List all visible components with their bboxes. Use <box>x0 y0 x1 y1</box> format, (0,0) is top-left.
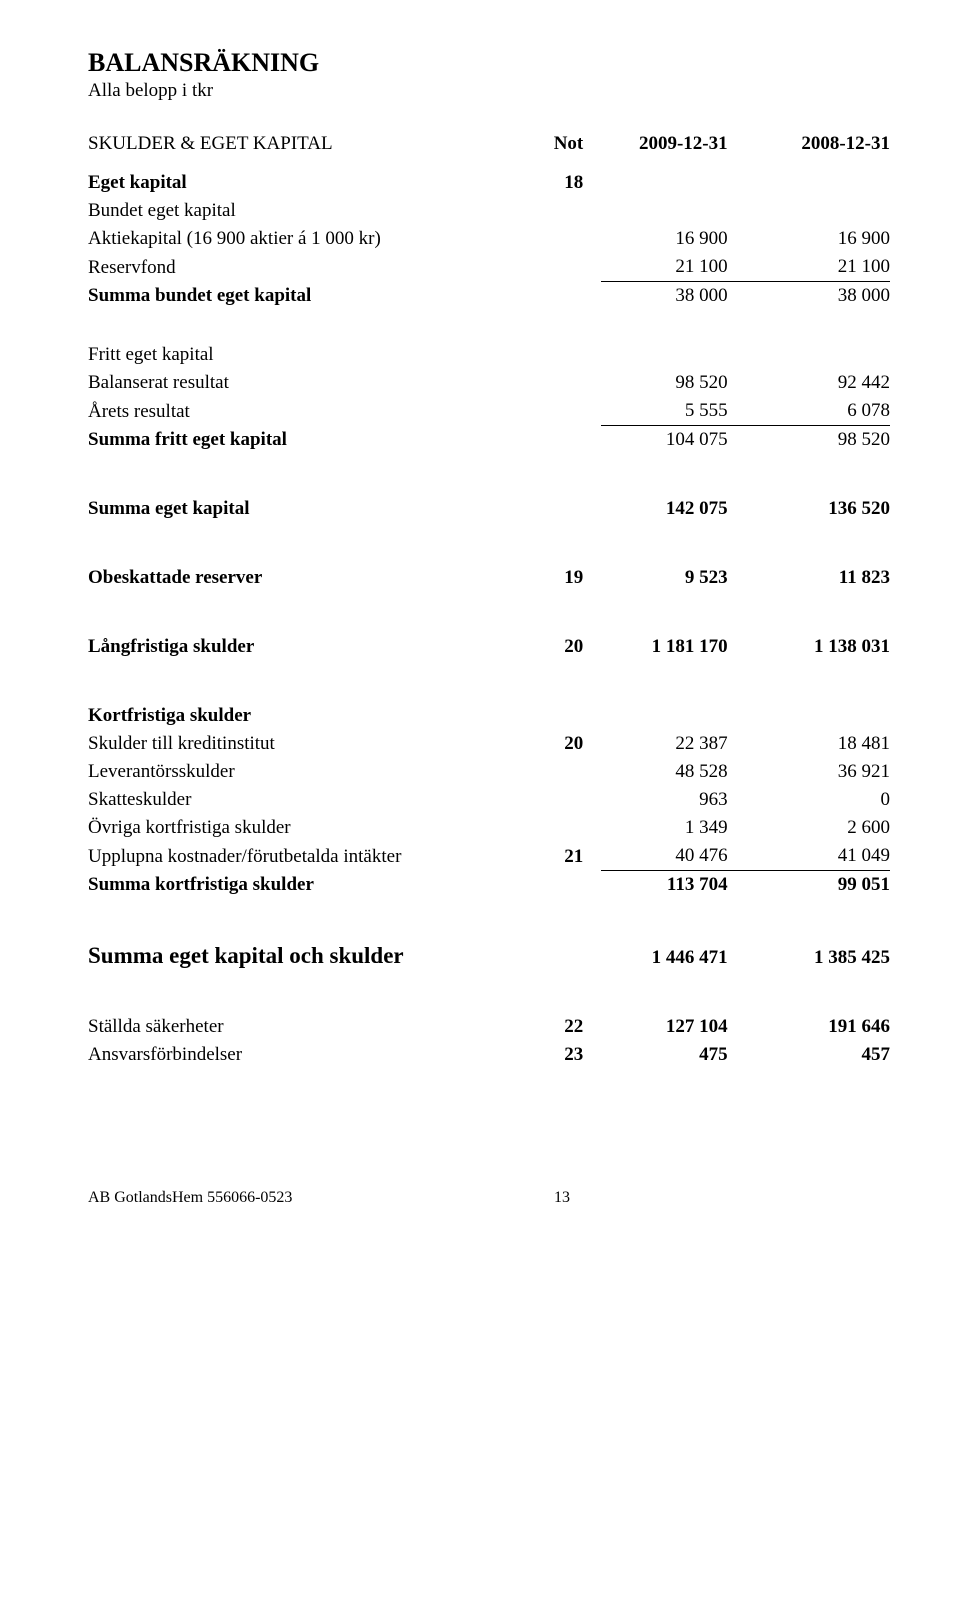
row-label: Aktiekapital (16 900 aktier á 1 000 kr) <box>88 225 521 253</box>
table-row: Summa bundet eget kapital 38 000 38 000 <box>88 282 890 311</box>
row-not: 23 <box>521 1041 601 1069</box>
table-row: Obeskattade reserver 19 9 523 11 823 <box>88 523 890 592</box>
row-label: Summa bundet eget kapital <box>88 282 521 311</box>
row-val-a: 1 349 <box>601 814 745 842</box>
row-not: 20 <box>521 592 601 661</box>
row-val-b: 6 078 <box>746 397 890 426</box>
row-val-b: 98 520 <box>746 426 890 455</box>
row-label: Övriga kortfristiga skulder <box>88 814 521 842</box>
row-label: Summa eget kapital <box>88 454 521 523</box>
table-row: Upplupna kostnader/förutbetalda intäkter… <box>88 842 890 871</box>
row-label: Summa kortfristiga skulder <box>88 871 521 900</box>
table-row: Övriga kortfristiga skulder 1 349 2 600 <box>88 814 890 842</box>
row-label: Summa eget kapital och skulder <box>88 899 521 972</box>
row-val-b: 99 051 <box>746 871 890 900</box>
row-val-a: 22 387 <box>601 730 745 758</box>
row-val-a: 48 528 <box>601 758 745 786</box>
header-col-2: 2008-12-31 <box>746 130 890 158</box>
table-row: Balanserat resultat 98 520 92 442 <box>88 369 890 397</box>
row-label: Fritt eget kapital <box>88 310 521 369</box>
row-val-b: 36 921 <box>746 758 890 786</box>
row-label: Eget kapital <box>88 158 521 197</box>
balance-table: SKULDER & EGET KAPITAL Not 2009-12-31 20… <box>88 130 890 1069</box>
row-label: Obeskattade reserver <box>88 523 521 592</box>
row-label: Bundet eget kapital <box>88 197 521 225</box>
table-header-row: SKULDER & EGET KAPITAL Not 2009-12-31 20… <box>88 130 890 158</box>
row-label: Ställda säkerheter <box>88 972 521 1041</box>
row-label: Summa fritt eget kapital <box>88 426 521 455</box>
row-val-a: 127 104 <box>601 972 745 1041</box>
row-val-b: 136 520 <box>746 454 890 523</box>
table-row: Bundet eget kapital <box>88 197 890 225</box>
row-not: 18 <box>521 158 601 197</box>
row-val-a: 104 075 <box>601 426 745 455</box>
row-label: Långfristiga skulder <box>88 592 521 661</box>
header-label: SKULDER & EGET KAPITAL <box>88 130 521 158</box>
table-row: Kortfristiga skulder <box>88 661 890 730</box>
row-val-b: 18 481 <box>746 730 890 758</box>
row-label: Skatteskulder <box>88 786 521 814</box>
row-label: Reservfond <box>88 253 521 282</box>
row-val-a: 142 075 <box>601 454 745 523</box>
row-val-b: 92 442 <box>746 369 890 397</box>
footer-page-number: 13 <box>554 1189 890 1207</box>
table-row: Leverantörsskulder 48 528 36 921 <box>88 758 890 786</box>
row-val-b: 191 646 <box>746 972 890 1041</box>
row-label: Årets resultat <box>88 397 521 426</box>
table-row: Långfristiga skulder 20 1 181 170 1 138 … <box>88 592 890 661</box>
row-label: Leverantörsskulder <box>88 758 521 786</box>
row-not: 19 <box>521 523 601 592</box>
row-val-a: 98 520 <box>601 369 745 397</box>
row-val-a: 9 523 <box>601 523 745 592</box>
row-val-a: 16 900 <box>601 225 745 253</box>
footer-company: AB GotlandsHem 556066-0523 <box>88 1189 292 1207</box>
table-row: Ställda säkerheter 22 127 104 191 646 <box>88 972 890 1041</box>
row-val-b: 16 900 <box>746 225 890 253</box>
row-val-b: 11 823 <box>746 523 890 592</box>
table-row: Fritt eget kapital <box>88 310 890 369</box>
row-not: 21 <box>521 842 601 871</box>
row-val-a: 21 100 <box>601 253 745 282</box>
row-val-b: 1 385 425 <box>746 899 890 972</box>
table-row: Årets resultat 5 555 6 078 <box>88 397 890 426</box>
row-val-a: 1 446 471 <box>601 899 745 972</box>
table-row: Aktiekapital (16 900 aktier á 1 000 kr) … <box>88 225 890 253</box>
table-row: Summa kortfristiga skulder 113 704 99 05… <box>88 871 890 900</box>
row-val-b: 457 <box>746 1041 890 1069</box>
table-row: Reservfond 21 100 21 100 <box>88 253 890 282</box>
row-not: 20 <box>521 730 601 758</box>
row-val-a: 1 181 170 <box>601 592 745 661</box>
table-row: Skulder till kreditinstitut 20 22 387 18… <box>88 730 890 758</box>
page-subtitle: Alla belopp i tkr <box>88 80 890 102</box>
row-val-a: 40 476 <box>601 842 745 871</box>
row-val-b: 38 000 <box>746 282 890 311</box>
table-row: Summa eget kapital och skulder 1 446 471… <box>88 899 890 972</box>
row-val-a: 38 000 <box>601 282 745 311</box>
row-not: 22 <box>521 972 601 1041</box>
table-row: Eget kapital 18 <box>88 158 890 197</box>
row-val-b: 0 <box>746 786 890 814</box>
row-label: Kortfristiga skulder <box>88 661 521 730</box>
row-label: Upplupna kostnader/förutbetalda intäkter <box>88 842 521 871</box>
page-title: BALANSRÄKNING <box>88 48 890 78</box>
header-col-1: 2009-12-31 <box>601 130 745 158</box>
table-row: Ansvarsförbindelser 23 475 457 <box>88 1041 890 1069</box>
table-row: Summa fritt eget kapital 104 075 98 520 <box>88 426 890 455</box>
row-label: Skulder till kreditinstitut <box>88 730 521 758</box>
table-row: Summa eget kapital 142 075 136 520 <box>88 454 890 523</box>
row-label: Ansvarsförbindelser <box>88 1041 521 1069</box>
row-val-a: 5 555 <box>601 397 745 426</box>
row-label: Balanserat resultat <box>88 369 521 397</box>
row-val-b: 21 100 <box>746 253 890 282</box>
balance-sheet-page: BALANSRÄKNING Alla belopp i tkr SKULDER … <box>0 0 960 1247</box>
row-val-a: 475 <box>601 1041 745 1069</box>
row-val-a: 113 704 <box>601 871 745 900</box>
row-val-b: 41 049 <box>746 842 890 871</box>
row-val-b: 1 138 031 <box>746 592 890 661</box>
table-row: Skatteskulder 963 0 <box>88 786 890 814</box>
row-val-a: 963 <box>601 786 745 814</box>
row-val-b: 2 600 <box>746 814 890 842</box>
header-not: Not <box>521 130 601 158</box>
page-footer: AB GotlandsHem 556066-0523 13 <box>88 1189 890 1207</box>
